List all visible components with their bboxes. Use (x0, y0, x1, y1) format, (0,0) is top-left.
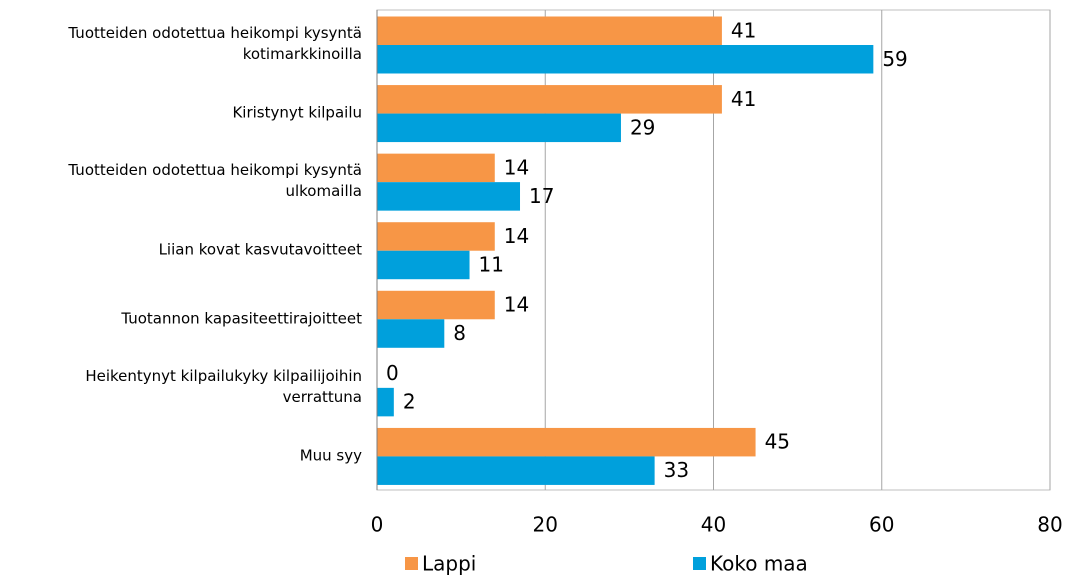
legend-label: Koko maa (710, 552, 808, 576)
category-label: Kiristynyt kilpailu (232, 103, 362, 122)
bar (377, 113, 621, 143)
bar (377, 222, 495, 251)
legend-label: Lappi (422, 552, 476, 576)
bar (377, 250, 470, 280)
bar (377, 290, 495, 320)
data-label: 59 (882, 47, 907, 71)
legend-swatch (405, 557, 418, 570)
bar (377, 456, 655, 485)
bar (377, 182, 521, 211)
category-label: Tuotteiden odotettua heikompi kysyntä ko… (68, 24, 362, 64)
data-label: 29 (630, 115, 655, 139)
category-label: Liian kovat kasvutavoitteet (158, 240, 362, 259)
bar (377, 45, 874, 74)
data-label: 45 (765, 430, 790, 454)
bar (377, 85, 722, 114)
data-label: 33 (664, 458, 689, 482)
x-tick-label: 80 (1037, 513, 1062, 537)
category-label: Tuotteiden odotettua heikompi kysyntä ul… (68, 161, 362, 201)
data-label: 14 (504, 155, 529, 179)
data-label: 41 (731, 87, 756, 111)
x-tick-label: 40 (701, 513, 726, 537)
x-tick-label: 0 (371, 513, 384, 537)
data-label: 2 (403, 390, 416, 414)
category-label: Tuotannon kapasiteettirajoitteet (121, 309, 362, 328)
data-label: 14 (504, 224, 529, 248)
data-label: 17 (529, 184, 554, 208)
bar (377, 16, 722, 45)
data-label: 0 (386, 361, 399, 385)
category-label: Heikentynyt kilpailukyky kilpailijoihin … (85, 367, 362, 407)
bar (377, 153, 495, 183)
bar (377, 319, 445, 348)
data-label: 14 (504, 293, 529, 317)
category-label: Muu syy (299, 446, 362, 465)
data-label: 8 (453, 321, 466, 345)
bar (377, 387, 394, 417)
bar (377, 427, 756, 457)
legend-swatch (693, 557, 706, 570)
x-tick-label: 20 (533, 513, 558, 537)
data-label: 11 (479, 252, 504, 276)
data-label: 41 (731, 18, 756, 42)
x-tick-label: 60 (869, 513, 894, 537)
